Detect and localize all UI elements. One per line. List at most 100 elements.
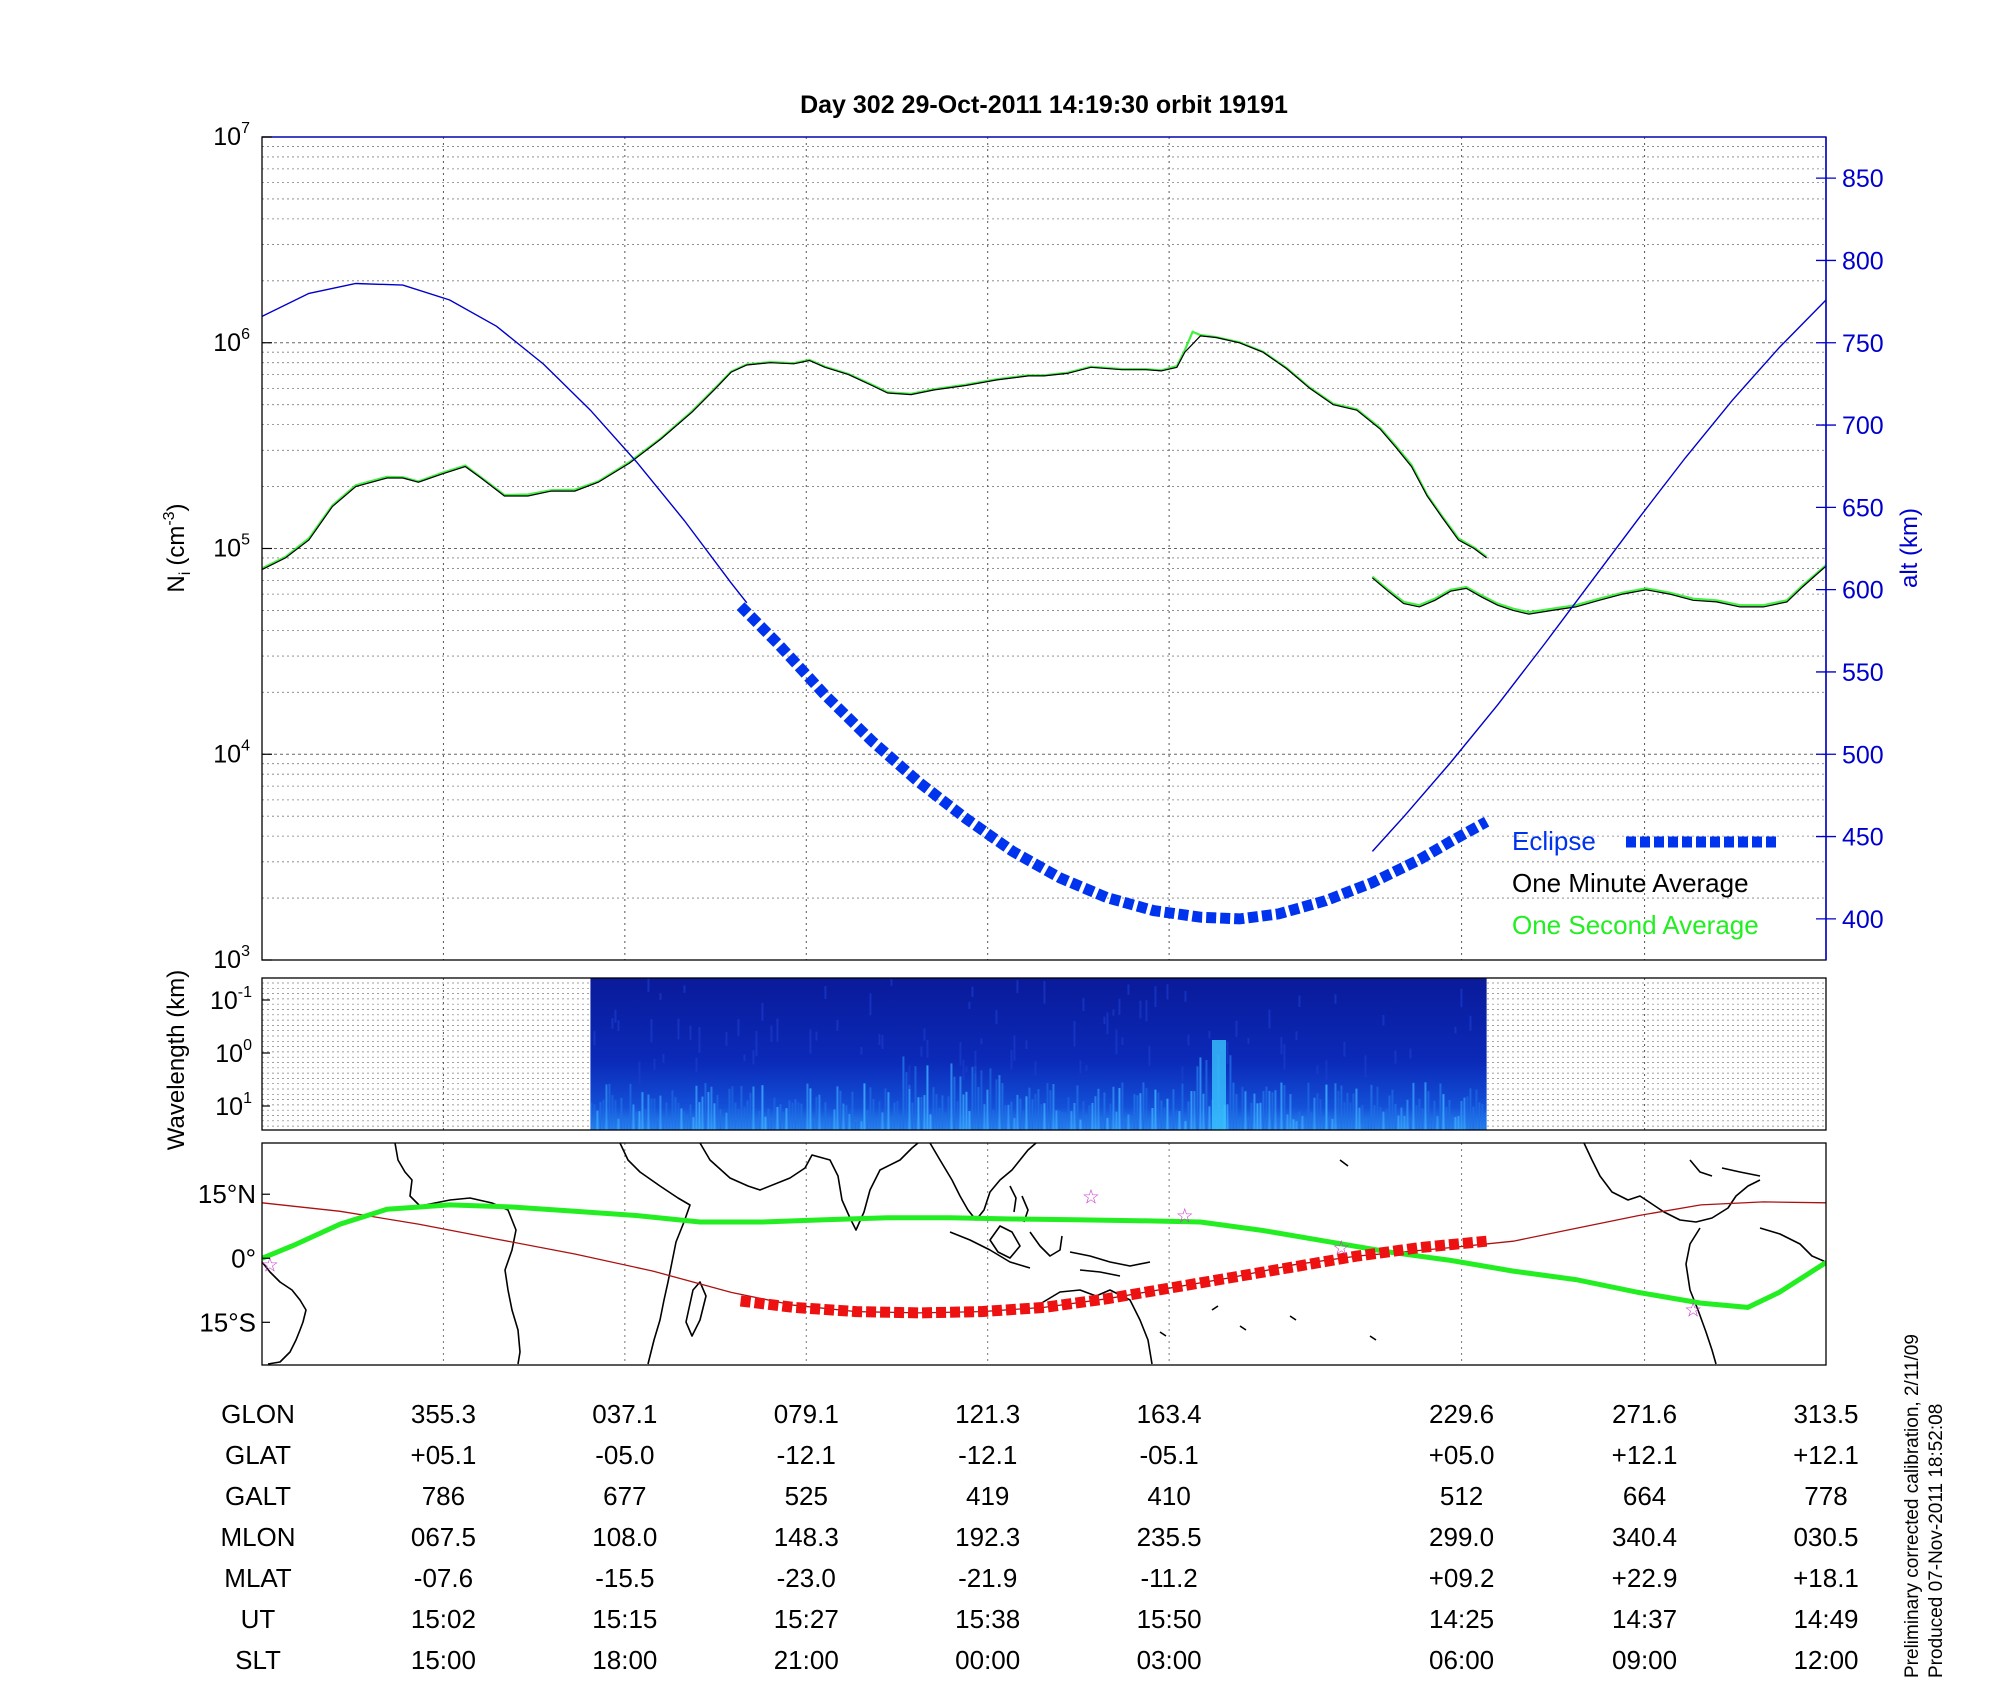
spectrogram-column xyxy=(770,1117,773,1130)
spectrogram-column xyxy=(848,1113,851,1130)
spectrogram-column xyxy=(1313,1097,1316,1130)
spectrogram-column xyxy=(890,1116,893,1130)
spectrogram-streak xyxy=(965,1066,968,1073)
spectrogram-column xyxy=(845,1105,848,1130)
australia xyxy=(1039,1289,1153,1365)
spectrogram-column xyxy=(1154,1089,1157,1130)
spectrogram-streak xyxy=(1181,1066,1184,1082)
spectrogram-streak xyxy=(755,1030,758,1057)
spectrogram-column xyxy=(1439,1083,1442,1130)
spectrogram-column xyxy=(1163,1107,1166,1130)
spectrogram-column xyxy=(1124,1121,1127,1130)
spectrogram-streak xyxy=(776,1018,779,1042)
spectrogram-column xyxy=(1175,1110,1178,1130)
spectrogram-column xyxy=(626,1120,629,1130)
spectrogram-streak xyxy=(1325,1060,1328,1081)
spectrogram-column xyxy=(1160,1100,1163,1130)
density-tick-label: 107 xyxy=(213,120,250,151)
density-tick-label: 106 xyxy=(213,326,250,357)
arabia-india xyxy=(699,1143,919,1231)
spectrogram-column xyxy=(1325,1084,1328,1130)
spectrogram-column xyxy=(1238,1118,1241,1130)
spectrogram-column xyxy=(875,1118,878,1130)
spectrogram-column xyxy=(746,1100,749,1130)
spectrogram-column xyxy=(1109,1103,1112,1130)
spectrogram-column xyxy=(968,1111,971,1130)
one-second-line xyxy=(262,330,1488,570)
spectrogram-column xyxy=(1208,1106,1211,1130)
spectrogram-column xyxy=(827,1118,830,1130)
spectrogram-column xyxy=(1202,1093,1205,1130)
table-cell: 410 xyxy=(1147,1481,1190,1511)
spectrogram-column xyxy=(761,1085,764,1130)
spectrogram-column xyxy=(1331,1119,1334,1130)
spectrogram-column xyxy=(1016,1094,1019,1130)
spectrogram-column xyxy=(842,1103,845,1130)
spectrogram-column xyxy=(920,1096,923,1130)
spectrogram-column xyxy=(788,1100,791,1130)
alt-tick-label: 850 xyxy=(1842,165,1884,193)
spectrogram-streak xyxy=(1268,1009,1271,1029)
map-axes-frame xyxy=(261,1142,1827,1366)
density-tick-label: 104 xyxy=(213,737,250,768)
alt-tick-label: 550 xyxy=(1842,659,1884,687)
spectrogram-column xyxy=(947,1096,950,1130)
spectrogram-column xyxy=(641,1092,644,1130)
table-cell: -05.0 xyxy=(595,1440,654,1470)
spectrogram-streak xyxy=(1166,984,1169,1000)
spectrogram-column xyxy=(1301,1115,1304,1130)
spectrogram-column xyxy=(1412,1082,1415,1130)
spectrogram-streak xyxy=(1247,1037,1250,1044)
spectrogram-column xyxy=(1433,1100,1436,1130)
spectrogram-streak xyxy=(1184,990,1187,1002)
spectrogram-column xyxy=(1295,1121,1298,1130)
spectrogram-column xyxy=(965,1091,968,1130)
table-cell: 15:50 xyxy=(1137,1604,1202,1634)
spectrogram-column xyxy=(1127,1114,1130,1130)
spectrogram-column xyxy=(1469,1088,1472,1130)
spectrogram-streak xyxy=(959,1042,962,1066)
spectrogram-column xyxy=(1145,1088,1148,1130)
spectrogram-streak xyxy=(881,1035,884,1049)
spectrogram-streak xyxy=(908,1065,911,1090)
spectrogram-column xyxy=(860,1121,863,1130)
spectrogram-streak xyxy=(743,1054,746,1062)
spectrogram-column xyxy=(668,1119,671,1130)
spectrogram-column xyxy=(695,1085,698,1130)
table-cell: 525 xyxy=(785,1481,828,1511)
spectrogram-column xyxy=(1247,1116,1250,1130)
spectrogram-column xyxy=(1376,1086,1379,1130)
spectrogram-column xyxy=(1400,1107,1403,1130)
spectrogram-streak xyxy=(1295,1031,1298,1041)
spectrogram-column xyxy=(1337,1090,1340,1130)
spectrogram-column xyxy=(1451,1115,1454,1130)
spectrogram-column xyxy=(1232,1082,1235,1130)
table-cell: 148.3 xyxy=(774,1522,839,1552)
spectrogram-column xyxy=(1250,1102,1253,1130)
table-cell: 18:00 xyxy=(592,1645,657,1675)
spectrogram-streak xyxy=(1115,1029,1118,1055)
spectrogram-column xyxy=(689,1104,692,1130)
spectrogram-column xyxy=(704,1083,707,1130)
spectrogram-column xyxy=(815,1096,818,1130)
spectrogram-column xyxy=(758,1110,761,1130)
spectrogram-column xyxy=(1364,1121,1367,1130)
spectrogram-column xyxy=(1058,1110,1061,1130)
spectrogram-column xyxy=(1355,1088,1358,1130)
spectrogram-streak xyxy=(614,1009,617,1023)
table-cell: 06:00 xyxy=(1429,1645,1494,1675)
spectrogram-column xyxy=(1262,1091,1265,1130)
spectrogram-streak xyxy=(1334,994,1337,1004)
spectrogram-column xyxy=(962,1094,965,1130)
table-cell: 03:00 xyxy=(1137,1645,1202,1675)
spectrogram-streak xyxy=(971,986,974,997)
spectrogram-column xyxy=(725,1112,728,1130)
spectrogram-streak xyxy=(962,1059,965,1080)
spectrogram-column xyxy=(1421,1108,1424,1130)
magnetic-equator-line xyxy=(262,1202,1826,1310)
spectrogram-streak xyxy=(725,1031,728,1046)
spectrogram-column xyxy=(740,1085,743,1130)
spectrogram-streak xyxy=(1073,1021,1076,1047)
spectrogram-column xyxy=(1256,1103,1259,1130)
spectrogram-column xyxy=(914,1066,917,1130)
